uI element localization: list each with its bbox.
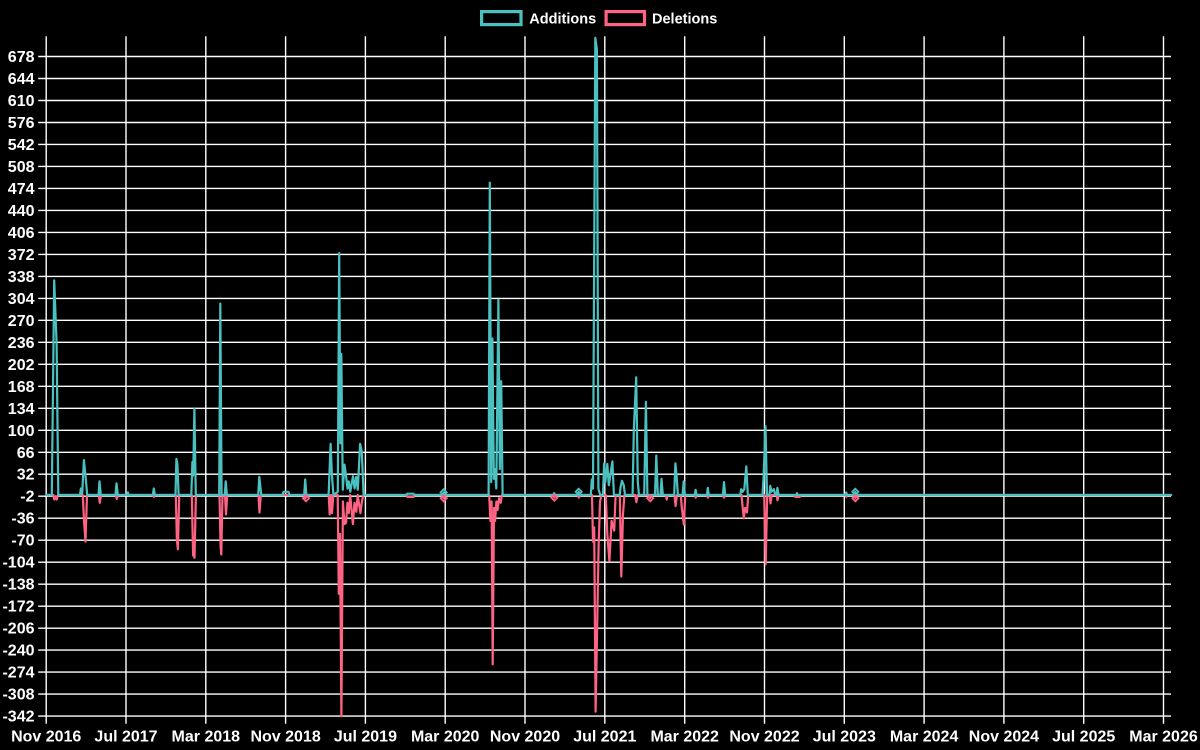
svg-text:338: 338 [8,269,35,286]
svg-text:-36: -36 [11,511,34,528]
svg-text:Jul 2017: Jul 2017 [94,729,157,746]
svg-text:Additions: Additions [529,12,596,28]
svg-text:Mar 2026: Mar 2026 [1129,729,1198,746]
svg-text:100: 100 [8,423,35,440]
svg-text:134: 134 [8,401,35,418]
svg-text:Mar 2018: Mar 2018 [172,729,241,746]
svg-text:236: 236 [8,335,35,352]
svg-text:-240: -240 [2,643,34,660]
svg-text:-342: -342 [2,709,34,726]
svg-text:Jul 2023: Jul 2023 [813,729,876,746]
svg-text:Nov 2024: Nov 2024 [969,729,1039,746]
svg-text:372: 372 [8,247,35,264]
svg-text:Jul 2021: Jul 2021 [573,729,636,746]
svg-text:Jul 2025: Jul 2025 [1052,729,1115,746]
svg-text:168: 168 [8,379,35,396]
svg-text:202: 202 [8,357,35,374]
svg-text:270: 270 [8,313,35,330]
svg-text:Mar 2022: Mar 2022 [650,729,719,746]
svg-text:-70: -70 [11,533,34,550]
svg-text:Nov 2018: Nov 2018 [250,729,320,746]
svg-text:Jul 2019: Jul 2019 [334,729,397,746]
svg-text:304: 304 [8,291,35,308]
svg-text:508: 508 [8,159,35,176]
svg-text:406: 406 [8,225,35,242]
svg-text:-172: -172 [2,599,34,616]
svg-text:-308: -308 [2,687,34,704]
svg-text:-2: -2 [20,489,34,506]
svg-text:-104: -104 [2,555,34,572]
svg-text:678: 678 [8,49,35,66]
svg-text:Mar 2024: Mar 2024 [890,729,959,746]
svg-text:-138: -138 [2,577,34,594]
svg-text:Nov 2016: Nov 2016 [11,729,81,746]
svg-text:610: 610 [8,93,35,110]
svg-text:Deletions: Deletions [652,12,717,28]
svg-text:474: 474 [8,181,35,198]
svg-text:576: 576 [8,115,35,132]
svg-text:Nov 2022: Nov 2022 [729,729,799,746]
svg-text:Mar 2020: Mar 2020 [411,729,480,746]
svg-text:66: 66 [17,445,35,462]
svg-text:-274: -274 [2,665,34,682]
svg-text:32: 32 [17,467,35,484]
svg-text:644: 644 [8,71,35,88]
svg-text:542: 542 [8,137,35,154]
svg-text:-206: -206 [2,621,34,638]
svg-text:Nov 2020: Nov 2020 [490,729,560,746]
svg-text:440: 440 [8,203,35,220]
